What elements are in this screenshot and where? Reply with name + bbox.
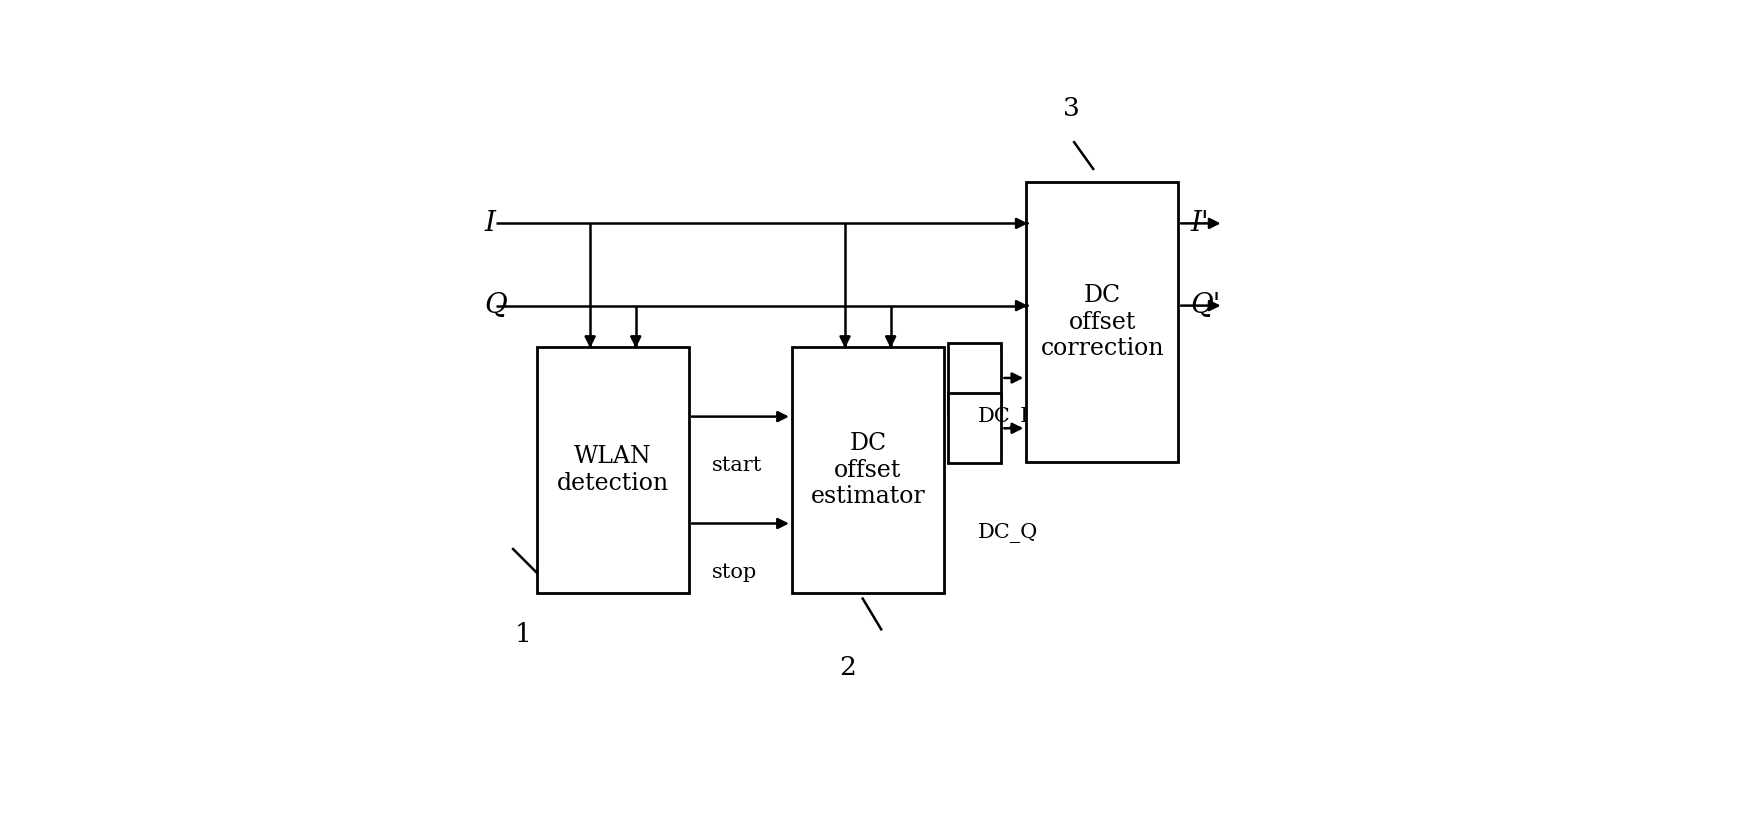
Text: DC_Q: DC_Q: [977, 523, 1038, 544]
Text: 2: 2: [839, 655, 857, 680]
Text: I': I': [1190, 210, 1210, 237]
Text: stop: stop: [711, 563, 757, 582]
Text: 1: 1: [514, 622, 531, 647]
Text: start: start: [711, 456, 762, 475]
Text: Q: Q: [484, 292, 507, 319]
Text: WLAN
detection: WLAN detection: [558, 446, 669, 495]
FancyBboxPatch shape: [947, 343, 1002, 412]
Text: I: I: [484, 210, 495, 237]
FancyBboxPatch shape: [792, 346, 944, 593]
Text: 3: 3: [1063, 96, 1080, 120]
FancyBboxPatch shape: [1026, 182, 1178, 462]
FancyBboxPatch shape: [537, 346, 689, 593]
Text: Q': Q': [1190, 292, 1220, 319]
Text: DC
offset
correction: DC offset correction: [1040, 284, 1164, 361]
Text: DC_I: DC_I: [977, 407, 1030, 427]
FancyBboxPatch shape: [947, 394, 1002, 463]
Text: DC
offset
estimator: DC offset estimator: [811, 432, 925, 508]
